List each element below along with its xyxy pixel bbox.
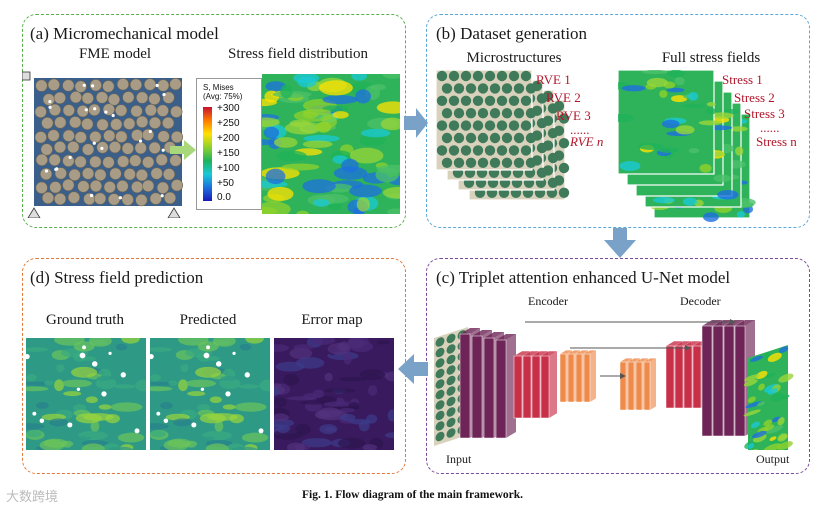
- legend-header2: (Avg: 75%): [203, 92, 243, 101]
- stress-field-stack: [618, 70, 756, 222]
- stress-1: Stress 1: [722, 72, 763, 87]
- stress-n: Stress n: [756, 134, 797, 149]
- legend-value-6: +50: [217, 178, 234, 189]
- panel-c-title: (c) Triplet attention enhanced U-Net mod…: [436, 268, 731, 287]
- output-label: Output: [756, 452, 790, 466]
- mises-legend: S, Mises (Avg: 75%) +300 +250 +200 +150 …: [196, 78, 262, 210]
- panel-d-title: (d) Stress field prediction: [30, 268, 204, 287]
- rve-1: RVE 1: [536, 72, 571, 87]
- figure-caption: Fig. 1. Flow diagram of the main framewo…: [301, 489, 524, 501]
- flow-arrow-a-to-b: [404, 108, 428, 138]
- rve-2: RVE 2: [546, 90, 581, 105]
- panel-dataset-generation: [426, 14, 810, 228]
- legend-value-4: +150: [217, 148, 240, 159]
- ground-truth-label: Ground truth: [46, 312, 124, 328]
- microstructures-label: Microstructures: [466, 50, 562, 66]
- stress-dots: ......: [760, 120, 780, 135]
- predicted-label: Predicted: [179, 312, 237, 328]
- stress-2: Stress 2: [734, 90, 775, 105]
- flow-arrow-c-to-d: [398, 354, 428, 384]
- error-map-label: Error map: [301, 312, 363, 328]
- input-label: Input: [446, 452, 472, 466]
- legend-value-3: +200: [217, 133, 240, 144]
- rve-dots: ......: [570, 122, 590, 137]
- panel-b-title: (b) Dataset generation: [436, 24, 588, 43]
- legend-value-7: 0.0: [217, 192, 231, 203]
- watermark: 大数跨境: [6, 490, 59, 505]
- unet-diagram: [434, 319, 794, 450]
- stress-3: Stress 3: [744, 106, 785, 121]
- ground-truth-map: [26, 338, 146, 450]
- predicted-map: [150, 338, 270, 450]
- fme-model-image: [22, 71, 184, 218]
- full-stress-fields-label: Full stress fields: [661, 50, 761, 66]
- rve-3: RVE 3: [556, 108, 591, 123]
- legend-header1: S, Mises: [203, 83, 234, 92]
- decoder-label: Decoder: [680, 294, 721, 308]
- legend-value-5: +100: [217, 163, 240, 174]
- encoder-label: Encoder: [528, 294, 568, 308]
- green-arrow-a: [170, 140, 196, 160]
- microstructure-stack: [436, 70, 570, 201]
- stress-field-label: Stress field distribution: [228, 46, 368, 62]
- stress-field-image: [262, 74, 400, 214]
- rve-n: RVE n: [570, 134, 604, 149]
- flow-arrow-b-to-c: [604, 228, 636, 258]
- legend-colorbar: [203, 107, 212, 201]
- fme-model-label: FME model: [78, 46, 152, 62]
- legend-value-2: +250: [217, 118, 240, 129]
- panel-a-title: (a) Micromechanical model: [30, 24, 219, 43]
- error-map: [274, 338, 394, 450]
- legend-value-1: +300: [217, 103, 240, 114]
